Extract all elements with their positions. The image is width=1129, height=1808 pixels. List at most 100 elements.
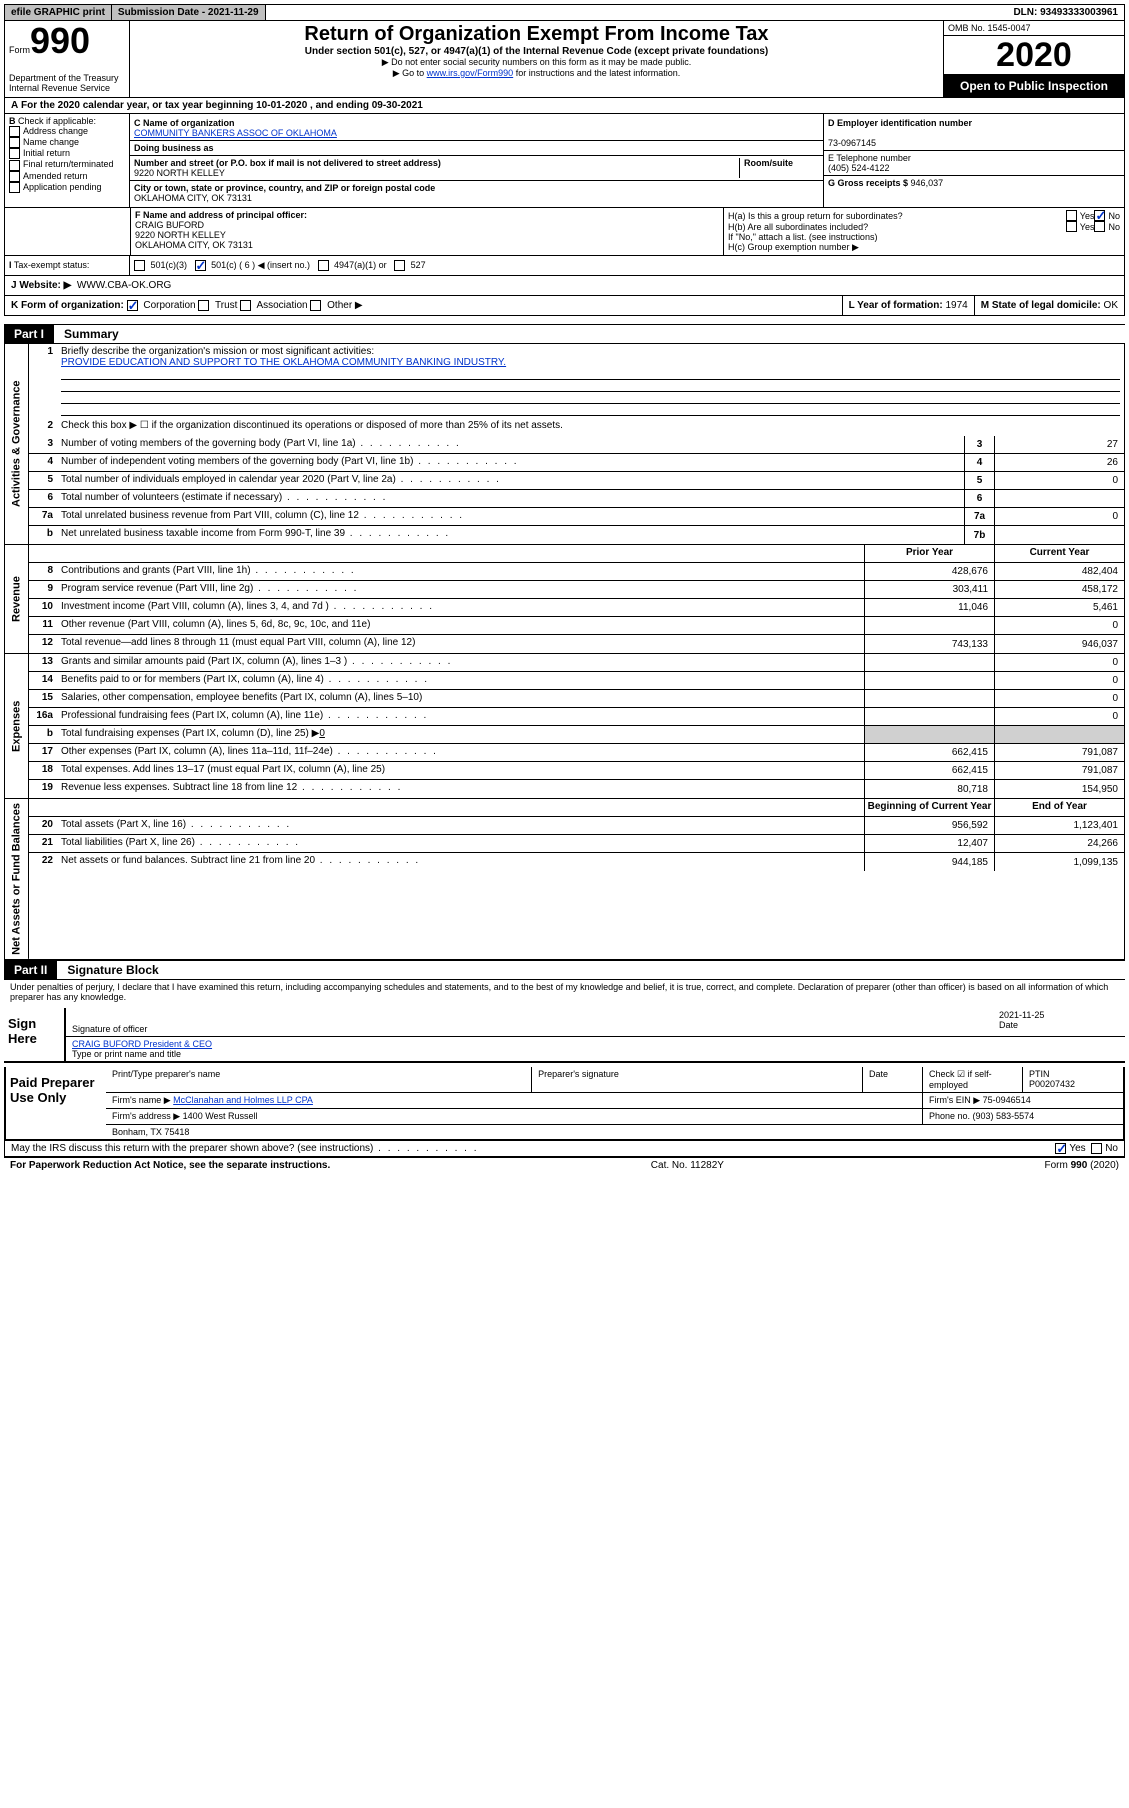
ln11-curr: 0 [994, 617, 1124, 634]
ha-yes[interactable] [1066, 210, 1077, 221]
discuss-no-label: No [1105, 1143, 1118, 1154]
c-room-label: Room/suite [744, 158, 793, 168]
note2-a: ▶ Go to [393, 68, 427, 78]
c-city: OKLAHOMA CITY, OK 73131 [134, 193, 252, 203]
ha-no[interactable] [1094, 210, 1105, 221]
firm-addr2: Bonham, TX 75418 [106, 1125, 1123, 1139]
ln3-num: 3 [29, 436, 57, 453]
ln19-num: 19 [29, 780, 57, 798]
ln4-text: Number of independent voting members of … [57, 454, 964, 471]
i-label: Tax-exempt status: [14, 260, 90, 270]
ln9-prior: 303,411 [864, 581, 994, 598]
efile-graphic-button[interactable]: efile GRAPHIC print [5, 5, 112, 20]
cb-assoc[interactable] [240, 300, 251, 311]
ln12-curr: 946,037 [994, 635, 1124, 653]
netassets-section: Net Assets or Fund Balances Beginning of… [4, 799, 1125, 960]
ln3-text: Number of voting members of the governin… [57, 436, 964, 453]
ln1-num: 1 [29, 344, 57, 418]
discuss-no[interactable] [1091, 1143, 1102, 1154]
header-center: Return of Organization Exempt From Incom… [130, 21, 944, 97]
cb-4947[interactable] [318, 260, 329, 271]
revenue-section: Revenue Prior Year Current Year 8Contrib… [4, 545, 1125, 654]
a-end: 09-30-2021 [372, 100, 423, 111]
b-opt-1: Name change [23, 137, 79, 147]
cb-name-change[interactable] [9, 137, 20, 148]
dln-cell: DLN: 93493333003961 [266, 5, 1124, 20]
paid-preparer-section: Paid Preparer Use Only Print/Type prepar… [4, 1067, 1125, 1141]
officer-group-block: F Name and address of principal officer:… [4, 208, 1125, 256]
m-value: OK [1104, 300, 1118, 311]
hb-yes[interactable] [1066, 221, 1077, 232]
cb-amended[interactable] [9, 171, 20, 182]
paid-preparer-label: Paid Preparer Use Only [6, 1067, 106, 1139]
c-org-name[interactable]: COMMUNITY BANKERS ASSOC OF OKLAHOMA [134, 128, 337, 138]
ln13-prior [864, 654, 994, 671]
ln1-text: Briefly describe the organization's miss… [57, 344, 1124, 418]
ln3-box: 3 [964, 436, 994, 453]
form-title: Return of Organization Exempt From Incom… [132, 23, 941, 46]
box-h: H(a) Is this a group return for subordin… [724, 208, 1124, 255]
cb-corp[interactable] [127, 300, 138, 311]
a-begin: 10-01-2020 [256, 100, 307, 111]
cb-501c[interactable] [195, 260, 206, 271]
foot-form: Form 990 (2020) [1045, 1160, 1119, 1171]
top-toolbar: efile GRAPHIC print Submission Date - 20… [4, 4, 1125, 21]
f-street: 9220 NORTH KELLEY [135, 230, 226, 240]
ln14-curr: 0 [994, 672, 1124, 689]
ln19-curr: 154,950 [994, 780, 1124, 798]
cb-527[interactable] [394, 260, 405, 271]
cb-trust[interactable] [198, 300, 209, 311]
rev-colheads: Prior Year Current Year [29, 545, 1124, 563]
b-opt-3: Final return/terminated [23, 159, 114, 169]
firm-name-label: Firm's name ▶ [112, 1095, 171, 1105]
ln16b-num: b [29, 726, 57, 743]
ln17-curr: 791,087 [994, 744, 1124, 761]
ln1-mission[interactable]: PROVIDE EDUCATION AND SUPPORT TO THE OKL… [61, 357, 506, 368]
mission-blank-2 [61, 380, 1120, 392]
discuss-row: May the IRS discuss this return with the… [4, 1141, 1125, 1157]
firm-phone-label: Phone no. [929, 1111, 973, 1121]
ln16b-label: Total fundraising expenses (Part IX, col… [61, 728, 319, 739]
cb-app-pending[interactable] [9, 182, 20, 193]
ln18-text: Total expenses. Add lines 13–17 (must eq… [57, 762, 864, 779]
ln17-text: Other expenses (Part IX, column (A), lin… [57, 744, 864, 761]
cb-other[interactable] [310, 300, 321, 311]
discuss-text: May the IRS discuss this return with the… [11, 1143, 1055, 1154]
foot-form-num: 990 [1071, 1160, 1088, 1171]
net-colheads: Beginning of Current Year End of Year [29, 799, 1124, 817]
i-opt3: 4947(a)(1) or [334, 260, 387, 270]
ln9-text: Program service revenue (Part VIII, line… [57, 581, 864, 598]
dept-irs: Internal Revenue Service [9, 83, 125, 93]
irs-link[interactable]: www.irs.gov/Form990 [427, 68, 514, 78]
mission-blank-4 [61, 404, 1120, 416]
discuss-yes[interactable] [1055, 1143, 1066, 1154]
cb-501c3[interactable] [134, 260, 145, 271]
form-word: Form [9, 45, 30, 55]
cb-initial-return[interactable] [9, 148, 20, 159]
line-a-tax-year: A For the 2020 calendar year, or tax yea… [4, 98, 1125, 114]
firm-phone: (903) 583-5574 [973, 1111, 1035, 1121]
form-header: Form990 Department of the Treasury Inter… [4, 21, 1125, 98]
ln20-eoy: 1,123,401 [994, 817, 1124, 834]
ha-no-label: No [1108, 211, 1120, 221]
sig-officer-label: Signature of officer [72, 1024, 147, 1034]
ln18-prior: 662,415 [864, 762, 994, 779]
ln8-num: 8 [29, 563, 57, 580]
submission-date-button[interactable]: Submission Date - 2021-11-29 [112, 5, 266, 20]
ln4-val: 26 [994, 454, 1124, 471]
col-eoy: End of Year [994, 799, 1124, 816]
col-boy: Beginning of Current Year [864, 799, 994, 816]
sig-name-title[interactable]: CRAIG BUFORD President & CEO [72, 1039, 212, 1049]
ln18-curr: 791,087 [994, 762, 1124, 779]
ln11-prior [864, 617, 994, 634]
ln8-text: Contributions and grants (Part VIII, lin… [57, 563, 864, 580]
cb-final-return[interactable] [9, 160, 20, 171]
ln6-text: Total number of volunteers (estimate if … [57, 490, 964, 507]
cb-address-change[interactable] [9, 126, 20, 137]
ln10-text: Investment income (Part VIII, column (A)… [57, 599, 864, 616]
hb-label: H(b) Are all subordinates included? [728, 222, 1066, 232]
firm-name[interactable]: McClanahan and Holmes LLP CPA [173, 1095, 313, 1105]
c-name-label: C Name of organization [134, 118, 235, 128]
ln16a-curr: 0 [994, 708, 1124, 725]
i-opt2: 501(c) ( 6 ) ◀ (insert no.) [211, 260, 310, 270]
